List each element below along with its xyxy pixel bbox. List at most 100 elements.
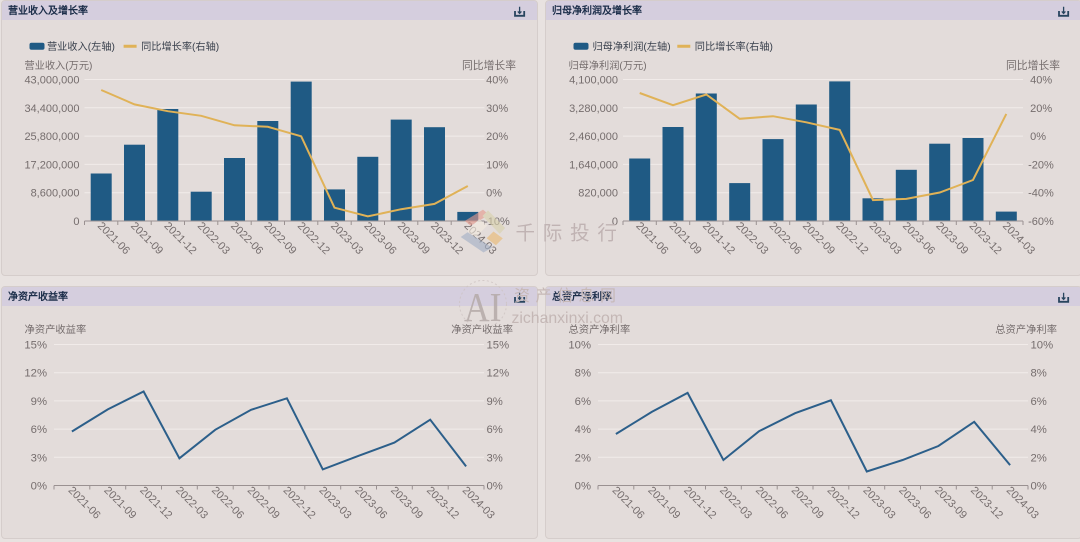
svg-text:12%: 12% (24, 368, 47, 380)
svg-text:1,640,000: 1,640,000 (569, 159, 618, 171)
svg-text:2023-03: 2023-03 (867, 220, 904, 257)
svg-text:同比增长率: 同比增长率 (462, 58, 516, 72)
svg-text:2022-06: 2022-06 (209, 485, 246, 522)
svg-text:0%: 0% (1031, 481, 1047, 493)
svg-text:2023-12: 2023-12 (967, 220, 1004, 257)
svg-text:3,280,000: 3,280,000 (569, 103, 618, 115)
svg-text:20%: 20% (486, 131, 508, 143)
svg-text:2021-06: 2021-06 (95, 220, 132, 257)
svg-text:15%: 15% (24, 340, 47, 352)
svg-text:2,460,000: 2,460,000 (569, 131, 618, 143)
svg-text:0%: 0% (487, 481, 503, 493)
svg-text:2023-06: 2023-06 (352, 485, 389, 522)
svg-text:0%: 0% (1030, 131, 1046, 143)
svg-text:2023-06: 2023-06 (361, 220, 398, 257)
svg-text:2022-09: 2022-09 (789, 485, 826, 522)
svg-text:2022-12: 2022-12 (825, 485, 862, 522)
svg-text:6%: 6% (31, 424, 47, 436)
svg-text:2022-03: 2022-03 (173, 485, 210, 522)
svg-text:2022-06: 2022-06 (767, 220, 804, 257)
svg-text:2023-09: 2023-09 (395, 220, 432, 257)
svg-text:4%: 4% (575, 424, 591, 436)
svg-text:40%: 40% (486, 75, 508, 87)
svg-text:2022-06: 2022-06 (228, 220, 265, 257)
svg-text:营业收入(万元): 营业收入(万元) (25, 59, 93, 72)
svg-text:2023-09: 2023-09 (388, 485, 425, 522)
svg-text:2022-09: 2022-09 (261, 220, 298, 257)
svg-text:6%: 6% (1031, 396, 1047, 408)
svg-text:0%: 0% (575, 481, 591, 493)
svg-text:2023-06: 2023-06 (896, 485, 933, 522)
svg-text:8%: 8% (575, 368, 591, 380)
svg-text:3%: 3% (487, 452, 503, 464)
svg-text:0%: 0% (31, 481, 47, 493)
svg-text:2023-03: 2023-03 (328, 220, 365, 257)
svg-text:2022-12: 2022-12 (295, 220, 332, 257)
svg-text:6%: 6% (575, 396, 591, 408)
svg-text:43,000,000: 43,000,000 (24, 75, 79, 87)
svg-text:2021-06: 2021-06 (66, 485, 103, 522)
svg-text:总资产净利率: 总资产净利率 (569, 323, 631, 336)
svg-text:12%: 12% (487, 368, 510, 380)
svg-text:2021-06: 2021-06 (633, 220, 670, 257)
svg-text:2022-09: 2022-09 (800, 220, 837, 257)
svg-text:9%: 9% (31, 396, 47, 408)
svg-text:-40%: -40% (1028, 188, 1054, 200)
svg-text:34,400,000: 34,400,000 (24, 103, 79, 115)
svg-text:3%: 3% (31, 452, 47, 464)
svg-text:2%: 2% (575, 452, 591, 464)
svg-text:0%: 0% (486, 188, 502, 200)
svg-text:17,200,000: 17,200,000 (24, 159, 79, 171)
svg-text:6%: 6% (487, 424, 503, 436)
svg-text:10%: 10% (486, 159, 508, 171)
svg-text:10%: 10% (568, 340, 591, 352)
svg-text:2%: 2% (1031, 452, 1047, 464)
svg-text:2021-09: 2021-09 (645, 485, 682, 522)
svg-text:2021-09: 2021-09 (101, 485, 138, 522)
svg-text:2023-06: 2023-06 (900, 220, 937, 257)
svg-text:15%: 15% (487, 340, 510, 352)
svg-text:9%: 9% (487, 396, 503, 408)
svg-text:2022-03: 2022-03 (733, 220, 770, 257)
svg-text:2021-12: 2021-12 (681, 485, 718, 522)
svg-text:-20%: -20% (1028, 159, 1054, 171)
svg-text:2022-09: 2022-09 (245, 485, 282, 522)
svg-text:2022-12: 2022-12 (281, 485, 318, 522)
svg-text:净资产收益率: 净资产收益率 (25, 323, 87, 336)
svg-text:820,000: 820,000 (578, 188, 618, 200)
svg-text:同比增长率(右轴): 同比增长率(右轴) (141, 40, 219, 53)
svg-text:2023-12: 2023-12 (428, 220, 465, 257)
svg-text:2021-12: 2021-12 (161, 220, 198, 257)
svg-text:2021-09: 2021-09 (128, 220, 165, 257)
svg-text:2023-09: 2023-09 (933, 220, 970, 257)
svg-text:2023-03: 2023-03 (316, 485, 353, 522)
svg-text:营业收入(左轴): 营业收入(左轴) (47, 40, 115, 53)
svg-text:2021-06: 2021-06 (610, 485, 647, 522)
svg-text:4,100,000: 4,100,000 (569, 75, 618, 87)
svg-text:2021-12: 2021-12 (700, 220, 737, 257)
svg-text:同比增长率(右轴): 同比增长率(右轴) (695, 40, 773, 53)
svg-text:0: 0 (73, 216, 79, 228)
svg-text:2022-06: 2022-06 (753, 485, 790, 522)
svg-text:归母净利润(左轴): 归母净利润(左轴) (593, 40, 671, 53)
svg-text:2023-12: 2023-12 (968, 485, 1005, 522)
svg-text:25,800,000: 25,800,000 (24, 131, 79, 143)
svg-text:2022-03: 2022-03 (195, 220, 232, 257)
svg-text:10%: 10% (1031, 340, 1054, 352)
svg-text:总资产净利率: 总资产净利率 (995, 323, 1057, 336)
svg-text:同比增长率: 同比增长率 (1006, 58, 1060, 72)
svg-text:0: 0 (612, 216, 618, 228)
svg-text:-10%: -10% (484, 216, 510, 228)
svg-text:2021-09: 2021-09 (667, 220, 704, 257)
svg-text:2023-03: 2023-03 (860, 485, 897, 522)
svg-text:40%: 40% (1030, 75, 1052, 87)
svg-text:净资产收益率: 净资产收益率 (451, 323, 513, 336)
svg-text:2023-09: 2023-09 (932, 485, 969, 522)
svg-text:归母净利润(万元): 归母净利润(万元) (569, 59, 647, 72)
svg-text:-60%: -60% (1028, 216, 1054, 228)
svg-text:8,600,000: 8,600,000 (31, 188, 80, 200)
svg-text:2021-12: 2021-12 (137, 485, 174, 522)
svg-text:2023-12: 2023-12 (424, 485, 461, 522)
svg-text:20%: 20% (1030, 103, 1052, 115)
svg-text:2022-03: 2022-03 (717, 485, 754, 522)
